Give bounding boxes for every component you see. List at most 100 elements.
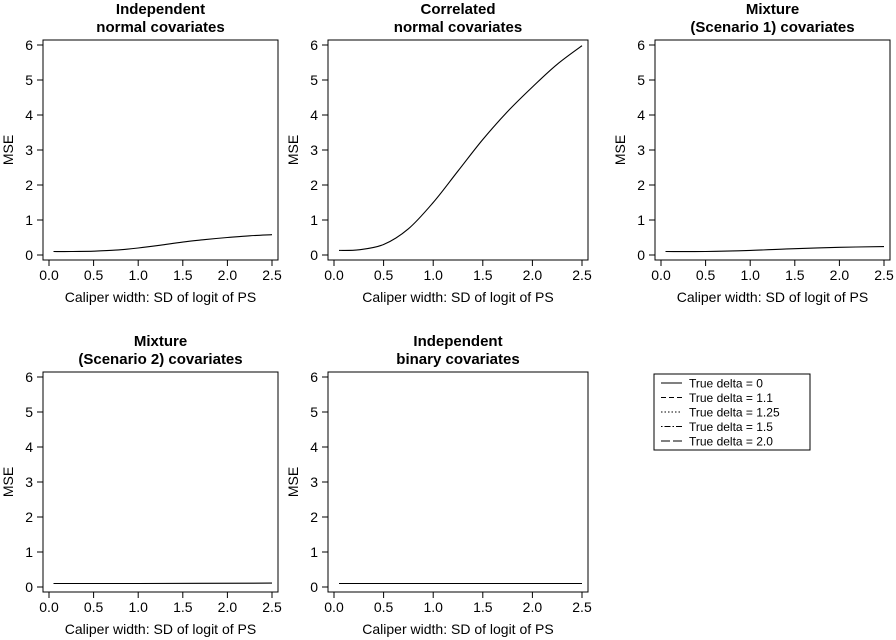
- x-tick-label: 1.0: [128, 267, 148, 283]
- series-line-1: [338, 45, 583, 251]
- y-tick-label: 1: [310, 544, 318, 560]
- y-tick-label: 1: [637, 212, 645, 228]
- x-tick-label: 1.5: [173, 599, 193, 615]
- x-tick-label: 0.0: [39, 267, 59, 283]
- plot-frame: [327, 371, 589, 593]
- y-tick-label: 0: [310, 247, 318, 263]
- x-tick-label: 2.0: [218, 599, 238, 615]
- y-tick-label: 3: [25, 142, 33, 158]
- y-tick-label: 4: [310, 107, 318, 123]
- y-tick-label: 2: [637, 177, 645, 193]
- y-axis-label: MSE: [285, 135, 301, 165]
- y-tick-label: 3: [310, 474, 318, 490]
- panel-3: Mixture(Scenario 1) covariates 0.0 0.5 1.0 1…: [612, 1, 894, 305]
- series-line-1: [665, 246, 885, 253]
- x-tick-label: 2.0: [218, 267, 238, 283]
- y-tick-label: 0: [25, 579, 33, 595]
- y-tick-label: 6: [25, 369, 33, 385]
- x-tick-label: 0.0: [324, 267, 344, 283]
- chart-title-line: Independent: [413, 333, 502, 350]
- y-tick-label: 4: [310, 439, 318, 455]
- x-tick-label: 2.0: [523, 267, 543, 283]
- plot-frame: [42, 39, 279, 261]
- x-tick-label: 2.0: [830, 267, 850, 283]
- x-tick-label: 0.0: [39, 599, 59, 615]
- chart-title-line: (Scenario 1) covariates: [690, 19, 854, 36]
- y-tick-label: 6: [310, 37, 318, 53]
- chart-title-line: Mixture: [134, 333, 187, 350]
- x-tick-label: 2.5: [874, 267, 894, 283]
- x-tick-label: 1.5: [785, 267, 805, 283]
- x-tick-label: 0.5: [696, 267, 716, 283]
- x-tick-label: 0.5: [84, 267, 104, 283]
- y-tick-label: 6: [310, 369, 318, 385]
- y-tick-label: 1: [25, 544, 33, 560]
- x-tick-label: 0.5: [374, 599, 394, 615]
- y-tick-label: 5: [637, 72, 645, 88]
- chart-title-line: normal covariates: [394, 19, 522, 36]
- chart-title-line: Mixture: [746, 1, 799, 18]
- x-axis-label: Caliper width: SD of logit of PS: [65, 289, 256, 305]
- y-tick-label: 5: [25, 404, 33, 420]
- y-axis-label: MSE: [0, 135, 16, 165]
- plot-frame: [654, 39, 891, 261]
- x-tick-label: 2.5: [572, 599, 592, 615]
- x-tick-label: 0.0: [324, 599, 344, 615]
- x-tick-label: 2.5: [262, 267, 282, 283]
- y-tick-label: 5: [310, 72, 318, 88]
- chart-title-line: Correlated: [420, 1, 495, 18]
- chart-title-line: (Scenario 2) covariates: [78, 351, 242, 368]
- x-axis-label: Caliper width: SD of logit of PS: [362, 621, 553, 637]
- chart-title-line: normal covariates: [96, 19, 224, 36]
- legend-label: True delta = 2.0: [689, 435, 773, 449]
- chart-title-line: binary covariates: [396, 351, 519, 368]
- y-axis-label: MSE: [0, 467, 16, 497]
- legend-label: True delta = 0: [689, 377, 763, 391]
- y-tick-label: 3: [637, 142, 645, 158]
- x-axis-label: Caliper width: SD of logit of PS: [65, 621, 256, 637]
- y-tick-label: 2: [25, 177, 33, 193]
- x-tick-label: 2.0: [523, 599, 543, 615]
- series-line-1: [53, 234, 273, 253]
- plot-frame: [42, 371, 279, 593]
- x-tick-label: 2.5: [572, 267, 592, 283]
- panel-4: Mixture(Scenario 2) covariates 0.0 0.5 1.0 1…: [0, 333, 282, 637]
- y-tick-label: 4: [25, 107, 33, 123]
- y-tick-label: 2: [25, 509, 33, 525]
- y-tick-label: 3: [310, 142, 318, 158]
- x-axis-label: Caliper width: SD of logit of PS: [677, 289, 868, 305]
- y-axis-label: MSE: [285, 467, 301, 497]
- y-tick-label: 6: [25, 37, 33, 53]
- x-tick-label: 1.5: [173, 267, 193, 283]
- y-tick-label: 4: [637, 107, 645, 123]
- y-tick-label: 1: [310, 212, 318, 228]
- y-tick-label: 5: [25, 72, 33, 88]
- y-tick-label: 2: [310, 509, 318, 525]
- y-tick-label: 0: [310, 579, 318, 595]
- chart-title-line: Independent: [116, 1, 205, 18]
- y-tick-label: 0: [25, 247, 33, 263]
- x-tick-label: 1.0: [740, 267, 760, 283]
- x-tick-label: 1.5: [473, 599, 493, 615]
- y-axis-label: MSE: [612, 135, 628, 165]
- plot-frame: [327, 39, 589, 261]
- x-axis-label: Caliper width: SD of logit of PS: [362, 289, 553, 305]
- y-tick-label: 6: [637, 37, 645, 53]
- x-tick-label: 0.5: [84, 599, 104, 615]
- x-tick-label: 0.5: [374, 267, 394, 283]
- y-tick-label: 0: [637, 247, 645, 263]
- x-tick-label: 1.0: [423, 267, 443, 283]
- x-tick-label: 1.5: [473, 267, 493, 283]
- x-tick-label: 1.0: [423, 599, 443, 615]
- x-tick-label: 0.0: [651, 267, 671, 283]
- legend-label: True delta = 1.25: [689, 406, 780, 420]
- x-tick-label: 2.5: [262, 599, 282, 615]
- x-tick-label: 1.0: [128, 599, 148, 615]
- y-tick-label: 2: [310, 177, 318, 193]
- legend-label: True delta = 1.1: [689, 391, 773, 405]
- y-tick-label: 1: [25, 212, 33, 228]
- y-tick-label: 4: [25, 439, 33, 455]
